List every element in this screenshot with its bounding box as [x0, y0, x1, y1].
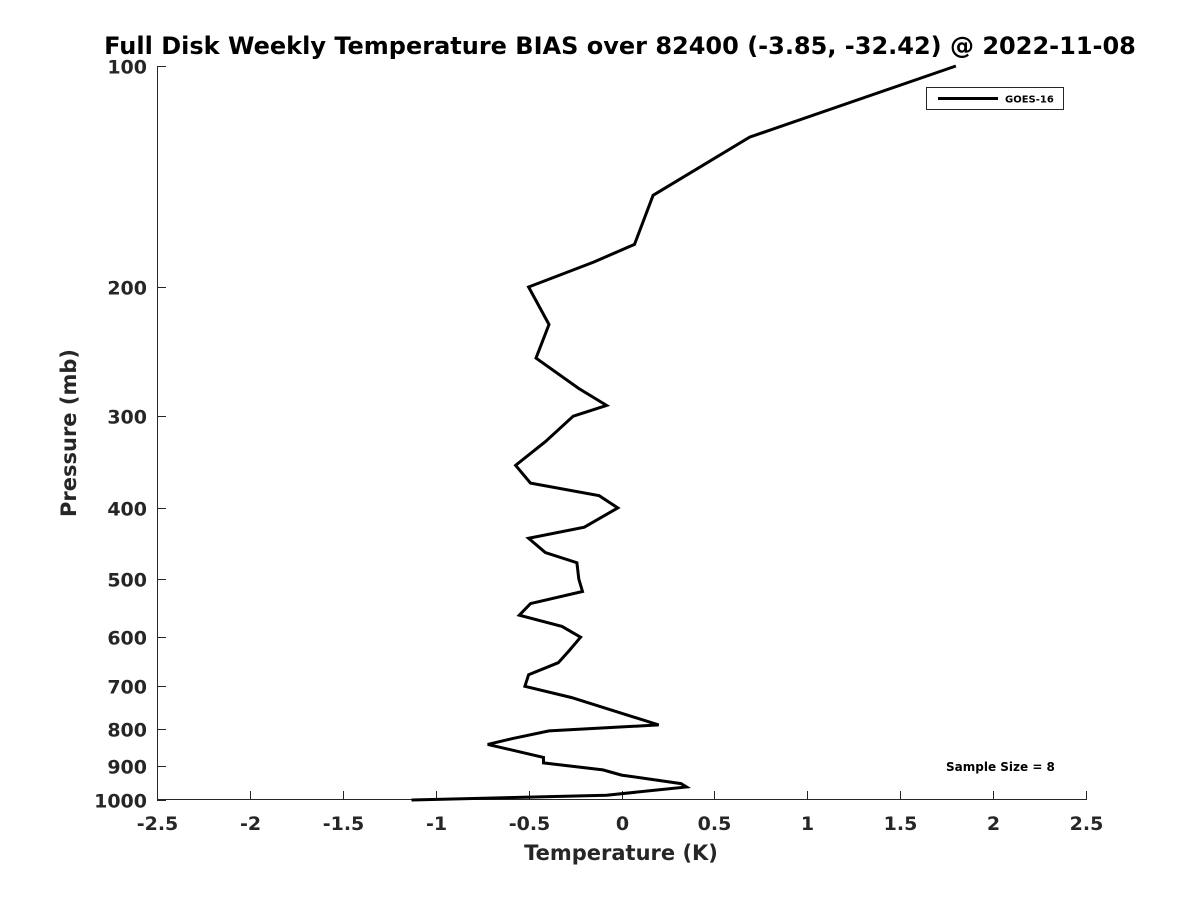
x-tick-label: 1.5	[884, 813, 918, 835]
y-tick-label: 200	[107, 278, 147, 300]
x-tick-label: -2.5	[137, 813, 179, 835]
x-tick-label: 1	[801, 813, 814, 835]
plot-area	[157, 66, 1086, 800]
y-tick-label: 900	[107, 757, 147, 779]
x-tick-label: -1.5	[323, 813, 365, 835]
x-tick-label: 0	[616, 813, 629, 835]
x-tick-label: -2	[240, 813, 261, 835]
y-tick-label: 500	[107, 570, 147, 592]
chart-title: Full Disk Weekly Temperature BIAS over 8…	[104, 32, 1136, 60]
x-tick-label: -0.5	[509, 813, 551, 835]
sample-size-annotation: Sample Size = 8	[946, 760, 1055, 774]
legend: GOES-16	[926, 87, 1064, 110]
x-tick-label: 0.5	[698, 813, 732, 835]
series-layer	[411, 64, 957, 802]
y-axis-ticks: 100 200 300 400 500 600 700 800 900 1000	[94, 57, 166, 813]
x-axis-label: Temperature (K)	[524, 841, 718, 865]
x-tick-label: 2	[987, 813, 1000, 835]
y-tick-label: 700	[107, 677, 147, 699]
y-axis-label: Pressure (mb)	[57, 349, 81, 517]
x-tick-label: -1	[426, 813, 447, 835]
y-tick-label: 100	[107, 57, 147, 79]
y-tick-label: 600	[107, 628, 147, 650]
y-tick-label: 300	[107, 407, 147, 429]
y-tick-label: 1000	[94, 791, 147, 813]
legend-label-goes-16: GOES-16	[1005, 95, 1054, 106]
x-tick-label: 2.5	[1070, 813, 1104, 835]
y-tick-label: 800	[107, 720, 147, 742]
y-tick-label: 400	[107, 499, 147, 521]
series-line-goes-16	[411, 64, 957, 802]
x-axis-ticks: -2.5 -2 -1.5 -1 -0.5 0 0.5 1 1.5 2 2.5	[137, 791, 1104, 835]
